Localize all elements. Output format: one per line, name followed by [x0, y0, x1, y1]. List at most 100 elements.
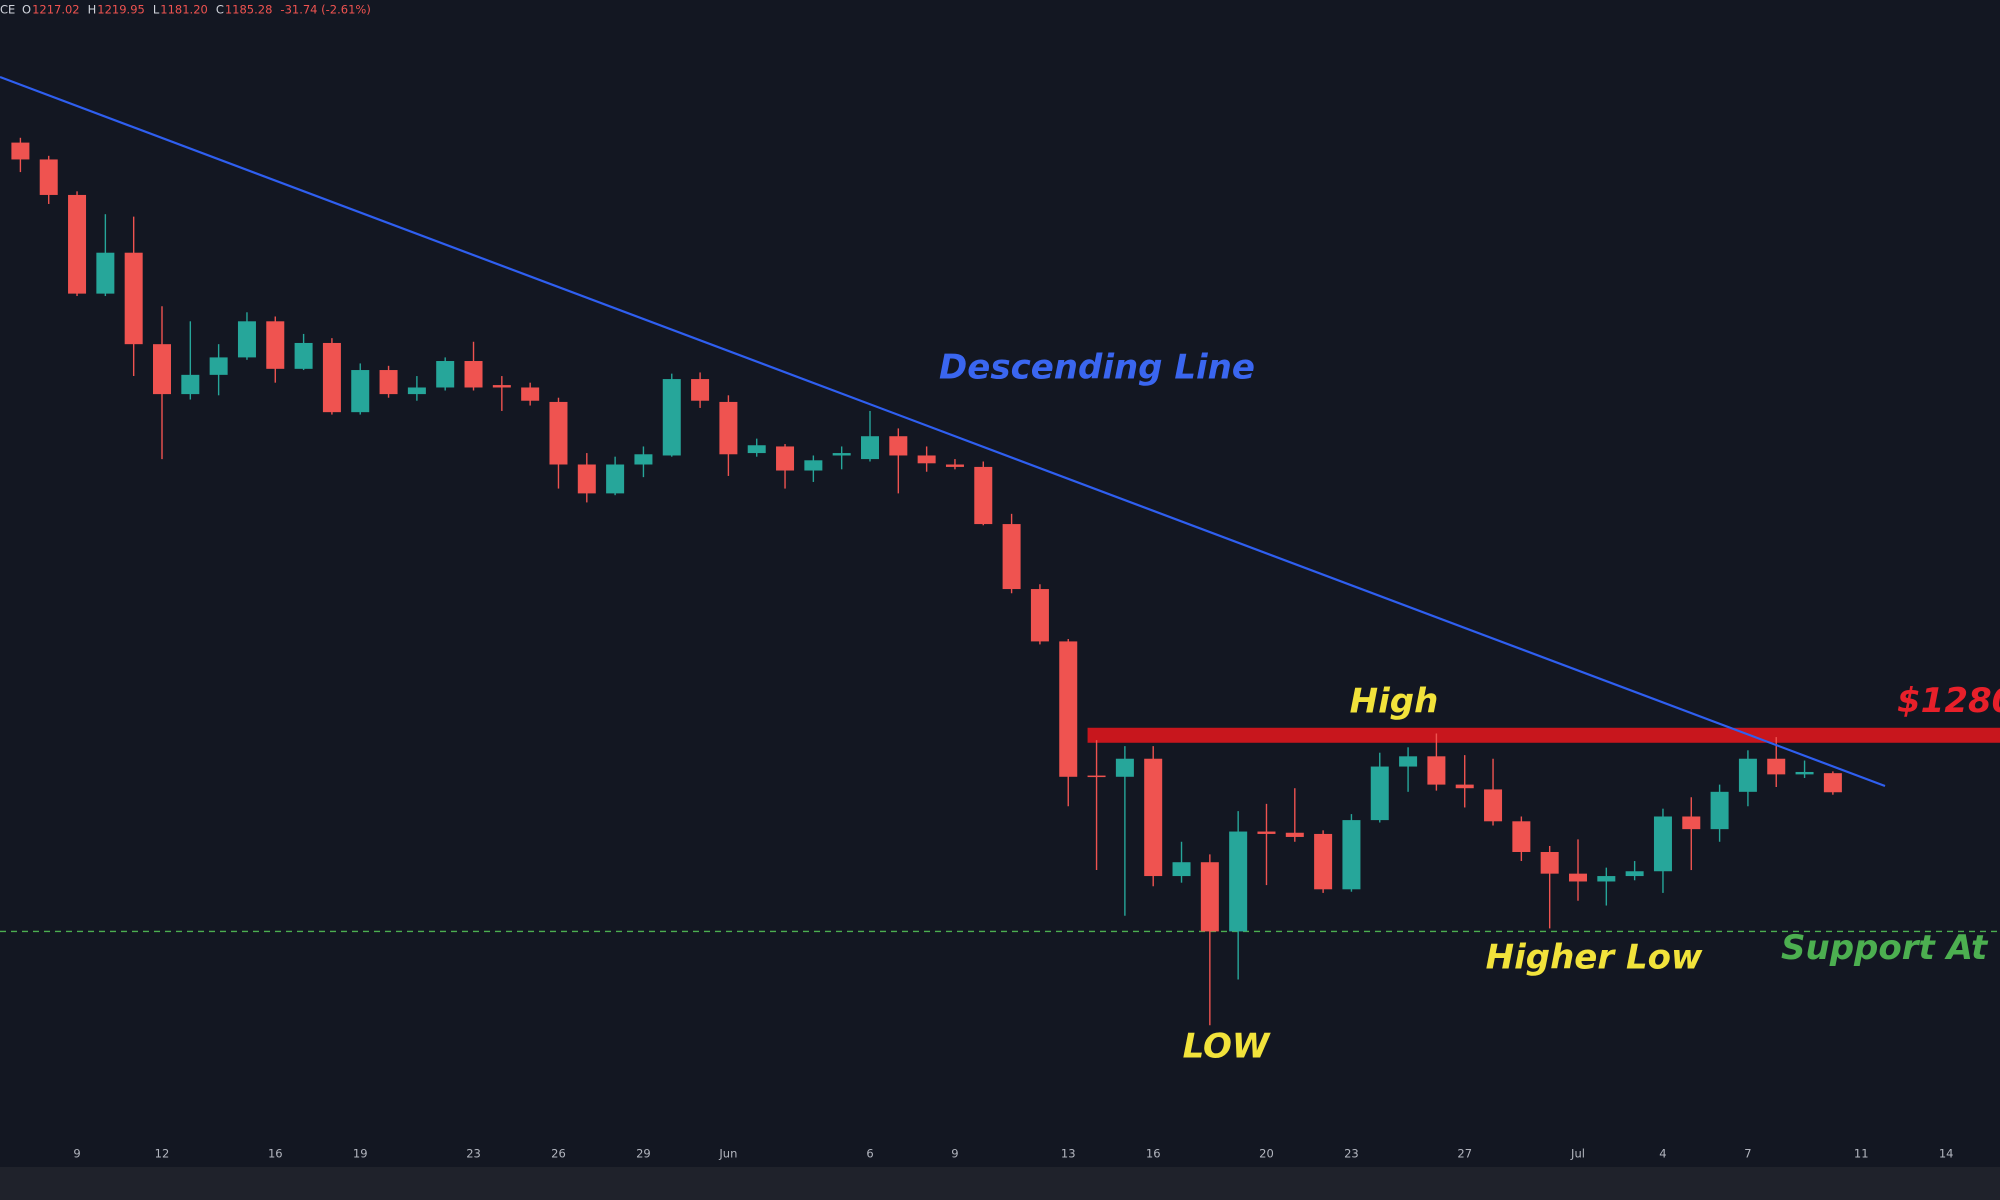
low-label: LOW: [1183, 1027, 1271, 1067]
candle-body: [181, 374, 200, 395]
candle-body: [1653, 816, 1672, 872]
candle-body: [804, 460, 823, 471]
candle-body: [11, 142, 30, 160]
candle-body: [1427, 756, 1446, 785]
candle-body: [662, 379, 681, 456]
candle-body: [464, 361, 483, 388]
candle-body: [1399, 756, 1418, 767]
candle-body: [1540, 851, 1559, 874]
candle-body: [549, 401, 568, 465]
candle-body: [1172, 862, 1191, 877]
candle-body: [266, 321, 285, 369]
candle-body: [1455, 784, 1474, 789]
candle-body: [521, 387, 540, 401]
candle-body: [1285, 832, 1304, 837]
trendline-label: Descending Line: [939, 348, 1255, 388]
candle-body: [1200, 862, 1219, 932]
x-tick-label: 26: [551, 1147, 566, 1161]
candle-body: [1002, 524, 1021, 590]
candle-body: [577, 464, 596, 494]
candle-body: [776, 446, 795, 471]
resistance-label: $1280: [1897, 681, 2000, 721]
candle-body: [1795, 771, 1814, 775]
header-value: 1185.28: [225, 3, 273, 17]
candle-body: [606, 464, 625, 494]
descending-trendline: [0, 75, 1886, 788]
candle-body: [1625, 871, 1644, 877]
x-tick-label: 6: [866, 1147, 873, 1161]
candle-body: [436, 361, 455, 388]
resistance-band: [1087, 727, 2000, 743]
candle-body: [719, 401, 738, 455]
header-field: C: [216, 3, 224, 17]
x-tick-label: 7: [1744, 1147, 1751, 1161]
plot: 9 12 16 19 23 26 29 Jun 6 9 13 16 20 23 27 Jul 4 7 11 14: [0, 137, 2000, 1161]
header-value: 1219.95: [97, 3, 145, 17]
candle-body: [1823, 773, 1842, 793]
x-tick-label: 11: [1854, 1147, 1869, 1161]
x-tick-label: 12: [155, 1147, 170, 1161]
candle-body: [691, 379, 710, 401]
header-change: -31.74 (-2.61%): [280, 3, 370, 17]
candle-body: [1059, 641, 1078, 777]
candle-body: [153, 344, 171, 395]
header: CE O 1217.02 H 1219.95 L 1181.20 C 1185.28 -31.74…: [0, 3, 371, 17]
higher-low-label: Higher Low: [1486, 938, 1703, 978]
x-tick-label: 9: [951, 1147, 958, 1161]
x-tick-label: 9: [73, 1147, 80, 1161]
candle-body: [1484, 789, 1503, 822]
support-label: Support At $: [1781, 928, 2000, 968]
candle-body: [634, 454, 653, 465]
x-tick-label: Jun: [718, 1147, 737, 1161]
candle-body: [124, 252, 143, 345]
x-tick-label: 29: [636, 1147, 651, 1161]
high-label: High: [1350, 682, 1439, 722]
candle-body: [1144, 758, 1163, 877]
candle-body: [237, 321, 256, 358]
candle-body: [1710, 791, 1729, 830]
candle-body: [832, 453, 851, 456]
candle-body: [1257, 831, 1276, 834]
x-tick-label: 16: [268, 1147, 283, 1161]
candle-body: [1030, 589, 1049, 642]
candle-body: [492, 385, 511, 388]
candle-body: [96, 252, 115, 294]
candle-body: [974, 466, 993, 525]
x-tick-label: 23: [1344, 1147, 1359, 1161]
candle-body: [1597, 876, 1616, 882]
candle-body: [322, 342, 341, 413]
bottom-bar: [0, 1167, 2000, 1200]
x-tick-label: 4: [1659, 1147, 1666, 1161]
x-tick-label: 27: [1457, 1147, 1472, 1161]
candle-body: [1512, 821, 1531, 852]
x-tick-label: 14: [1939, 1147, 1954, 1161]
header-value: 1181.20: [160, 3, 208, 17]
candle-body: [1229, 831, 1248, 932]
candle-body: [294, 342, 313, 369]
candle-body: [1087, 775, 1106, 778]
header-field: L: [153, 3, 160, 17]
candle-body: [351, 370, 370, 413]
candle-body: [861, 436, 879, 460]
candle-body: [1767, 758, 1786, 775]
candle-body: [68, 194, 87, 294]
candle-body: [39, 159, 58, 195]
x-tick-label: 13: [1061, 1147, 1076, 1161]
candle-body: [917, 455, 936, 464]
x-tick-label: 19: [353, 1147, 368, 1161]
header-field: H: [88, 3, 97, 17]
candle-body: [407, 387, 426, 395]
candle-body: [889, 436, 908, 456]
header-value: 1217.02: [32, 3, 80, 17]
candle-body: [1738, 758, 1757, 792]
candle-body: [1370, 766, 1389, 821]
header-field: O: [22, 3, 31, 17]
x-tick-label: 23: [466, 1147, 481, 1161]
header-symbol: CE: [0, 3, 15, 17]
candle-body: [209, 357, 228, 375]
candle-body: [747, 445, 766, 454]
candle-body: [1342, 820, 1361, 890]
x-tick-label: Jul: [1570, 1147, 1585, 1161]
